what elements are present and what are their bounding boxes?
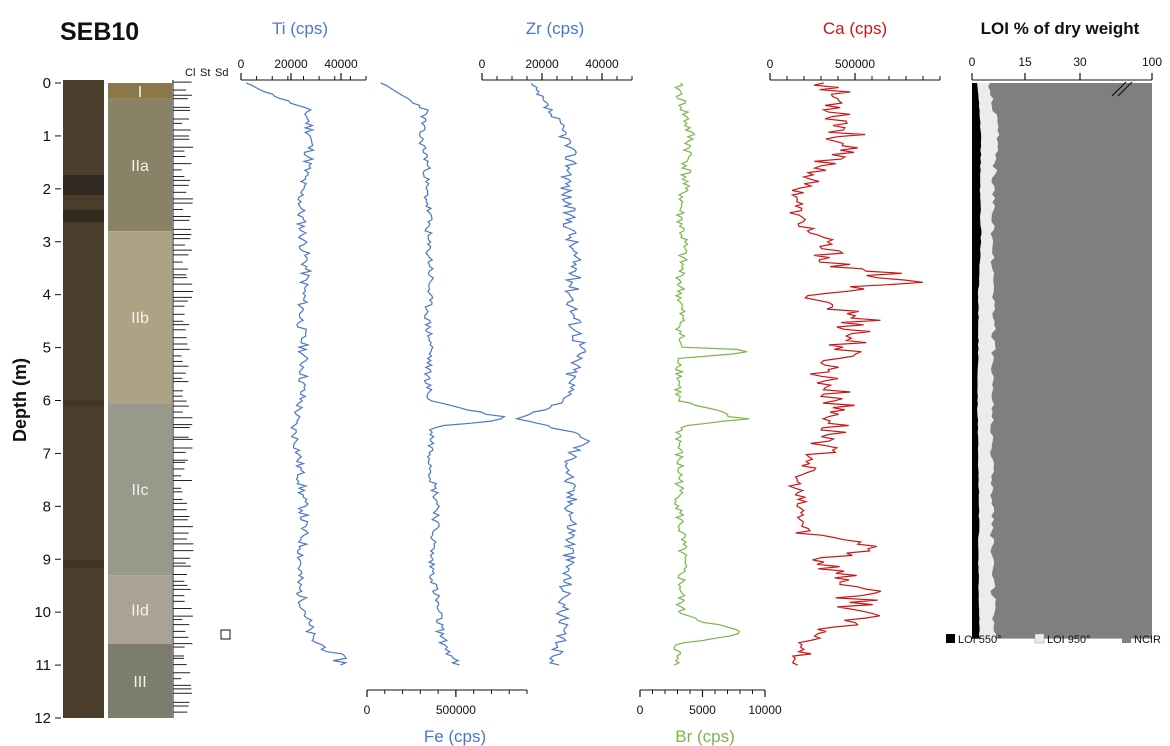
tick-label-fe: 500000 [436,703,476,717]
unit-label: I [138,84,142,101]
series-line-br [673,82,750,666]
axis-break-mark [1111,81,1127,97]
tick-label-loi: 100 [1142,55,1162,69]
depth-tick-label: 8 [43,498,51,515]
depth-tick-label: 7 [43,445,51,462]
fe-title: Fe (cps) [424,727,486,746]
depth-tick-label: 0 [43,75,51,92]
legend-swatch-loi950 [1034,633,1045,644]
tick-label-ca: 0 [767,57,774,71]
tick-label-br: 5000 [689,703,716,717]
tick-label-ti: 20000 [274,57,308,71]
legend-label-ncir: NCIR [1134,634,1161,646]
tick-label-br: 0 [637,703,644,717]
unit-label: IId [131,603,149,620]
loi-title: LOI % of dry weight [981,19,1140,38]
tick-label-ti: 40000 [324,57,358,71]
depth-tick-label: 2 [43,181,51,198]
series-line-ti [245,82,348,666]
unit-block [108,98,172,232]
core-photo [63,80,104,718]
unit-label: IIc [132,482,149,499]
loi-legend: LOI 550° LOI 950° NCIR [946,633,1161,646]
legend-label-loi950: LOI 950° [1047,634,1091,646]
unit-block [108,643,172,718]
tick-label-loi: 0 [969,55,976,69]
grain-size-sd: Sd [215,67,228,79]
unit-label: IIb [131,310,149,327]
br-title: Br (cps) [675,727,735,746]
ti-title: Ti (cps) [272,19,328,38]
tick-label-ti: 0 [238,57,245,71]
depth-tick-label: 6 [43,393,51,410]
tick-label-br: 10000 [748,703,782,717]
loi-area-550 [972,83,982,639]
depth-tick-label: 12 [34,710,51,727]
series-line-fe [380,82,506,666]
chart-layers: 0 20000 40000 0 500000 0 20000 40000 0 5000 10000 0… [238,55,1163,717]
unit-label: IIa [131,158,149,175]
depth-tick-label: 11 [35,657,51,674]
unit-block [108,403,172,576]
grain-size-log: Cl St Sd [172,67,231,718]
tick-label-zr: 0 [479,57,486,71]
axis-break-mark [1117,81,1133,97]
ca-title: Ca (cps) [823,19,887,38]
depth-axis-label: Depth (m) [10,358,30,442]
tick-label-zr: 20000 [525,57,559,71]
tick-label-zr: 40000 [585,57,619,71]
grain-size-cl: Cl [185,67,195,79]
tick-label-loi: 15 [1018,55,1032,69]
depth-tick-label: 9 [43,551,51,568]
unit-column: I IIa IIb IIc IId III [108,83,172,718]
legend-label-loi550: LOI 550° [958,634,1002,646]
loi-area-ncir [972,83,1152,639]
tick-label-loi: 30 [1073,55,1087,69]
unit-label: III [133,674,146,691]
depth-tick-label: 1 [43,128,51,145]
depth-tick-label: 10 [34,604,51,621]
core-title: SEB10 [60,18,139,46]
unit-block [108,231,172,404]
depth-tick-label: 5 [43,340,51,357]
tick-label-fe: 0 [364,703,371,717]
unit-block [108,575,172,644]
depth-tick-label: 4 [43,287,51,304]
zr-title: Zr (cps) [526,19,585,38]
series-line-zr [514,82,591,666]
series-line-ca [787,82,923,666]
legend-swatch-loi550 [946,634,955,643]
legend-swatch-ncir [1122,634,1131,643]
unit-block [108,83,172,99]
grain-size-st: St [200,67,210,79]
tick-label-ca: 500000 [835,57,875,71]
depth-tick-label: 3 [43,234,51,251]
